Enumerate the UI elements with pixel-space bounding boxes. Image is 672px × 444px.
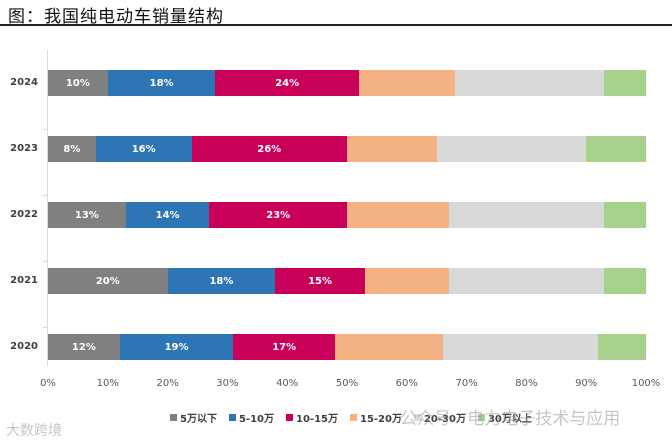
bar-segment: 14% xyxy=(125,202,210,228)
legend-item: 20-30万 xyxy=(413,410,466,425)
legend-label: 5万以下 xyxy=(180,414,217,425)
x-tick-label: 10% xyxy=(96,378,119,389)
legend-item: 10-15万 xyxy=(286,410,338,425)
legend-label: 30万以上 xyxy=(487,414,532,425)
x-tick-label: 100% xyxy=(631,378,661,389)
bar-segment: 18% xyxy=(107,70,216,96)
category-label: 2023 xyxy=(10,143,38,154)
legend-label: 10-15万 xyxy=(296,414,338,425)
y-tick xyxy=(43,129,47,130)
y-tick xyxy=(43,195,47,196)
y-axis-line xyxy=(47,50,48,366)
category-label: 2021 xyxy=(10,275,38,286)
x-tick-label: 30% xyxy=(216,378,239,389)
legend-swatch-icon xyxy=(170,414,177,421)
legend-swatch-icon xyxy=(349,414,357,421)
bar-segment xyxy=(346,136,437,162)
bar-segment xyxy=(448,202,605,228)
bar-segment xyxy=(364,268,449,294)
legend-label: 20-30万 xyxy=(423,414,466,425)
legend-label: 5-10万 xyxy=(238,414,274,425)
bar-segment: 20% xyxy=(48,268,168,294)
legend-swatch-icon xyxy=(286,414,293,421)
bar-segment: 13% xyxy=(48,202,126,228)
bar-segment: 17% xyxy=(233,334,336,360)
legend-swatch-icon xyxy=(477,414,485,421)
watermark-right: 公众号 · 电力电子技术与应用 xyxy=(400,409,621,429)
bar-segment: 15% xyxy=(275,268,365,294)
bar-segment xyxy=(604,70,646,96)
bar-2020: 12% 19% 17% xyxy=(48,334,646,360)
bar-segment xyxy=(604,268,646,294)
x-tick-label: 40% xyxy=(276,378,299,389)
bar-segment xyxy=(586,136,646,162)
bar-segment xyxy=(335,334,443,360)
x-tick-label: 20% xyxy=(156,378,179,389)
bar-segment: 8% xyxy=(48,136,96,162)
x-tick-label: 0% xyxy=(40,378,56,389)
category-label: 2022 xyxy=(10,209,38,220)
x-tick-label: 90% xyxy=(575,378,598,389)
category-label: 2020 xyxy=(10,341,38,352)
title-divider xyxy=(0,24,672,26)
legend-item: 5-10万 xyxy=(228,410,274,425)
bar-2022: 13% 14% 23% xyxy=(48,202,646,228)
bar-segment: 10% xyxy=(48,70,108,96)
bar-2024: 10% 18% 24% xyxy=(48,70,646,96)
bar-segment xyxy=(604,202,646,228)
legend-swatch-icon xyxy=(228,414,236,421)
chart-legend: 5万以下 5-10万 10-15万 15-20万 20-30万 30万以上 xyxy=(170,410,532,425)
legend-item: 15-20万 xyxy=(349,410,402,425)
bar-segment xyxy=(442,334,599,360)
bar-segment: 26% xyxy=(191,136,347,162)
bar-segment: 19% xyxy=(119,334,234,360)
legend-item: 5万以下 xyxy=(170,410,217,425)
bar-segment: 16% xyxy=(95,136,192,162)
bar-segment: 18% xyxy=(167,268,276,294)
bar-2023: 8% 16% 26% xyxy=(48,136,646,162)
x-tick-label: 50% xyxy=(335,378,359,389)
bar-segment: 12% xyxy=(48,334,120,360)
bar-segment xyxy=(454,70,605,96)
bar-segment xyxy=(436,136,587,162)
x-tick-label: 60% xyxy=(395,378,418,389)
x-tick-label: 70% xyxy=(455,378,478,389)
chart-title: 图：我国纯电动车销量结构 xyxy=(8,7,224,27)
bar-segment: 23% xyxy=(209,202,347,228)
bar-segment xyxy=(346,202,449,228)
watermark-left: 大数跨境 xyxy=(6,423,62,439)
bar-2021: 20% 18% 15% xyxy=(48,268,646,294)
y-tick xyxy=(43,327,47,328)
bar-segment xyxy=(448,268,605,294)
legend-swatch-icon xyxy=(413,414,421,421)
bar-segment: 24% xyxy=(215,70,359,96)
x-tick-label: 80% xyxy=(515,378,538,389)
category-label: 2024 xyxy=(10,77,38,88)
bar-segment xyxy=(358,70,455,96)
bar-segment xyxy=(598,334,646,360)
legend-label: 15-20万 xyxy=(359,414,402,425)
legend-item: 30万以上 xyxy=(477,410,532,425)
y-tick xyxy=(43,261,47,262)
